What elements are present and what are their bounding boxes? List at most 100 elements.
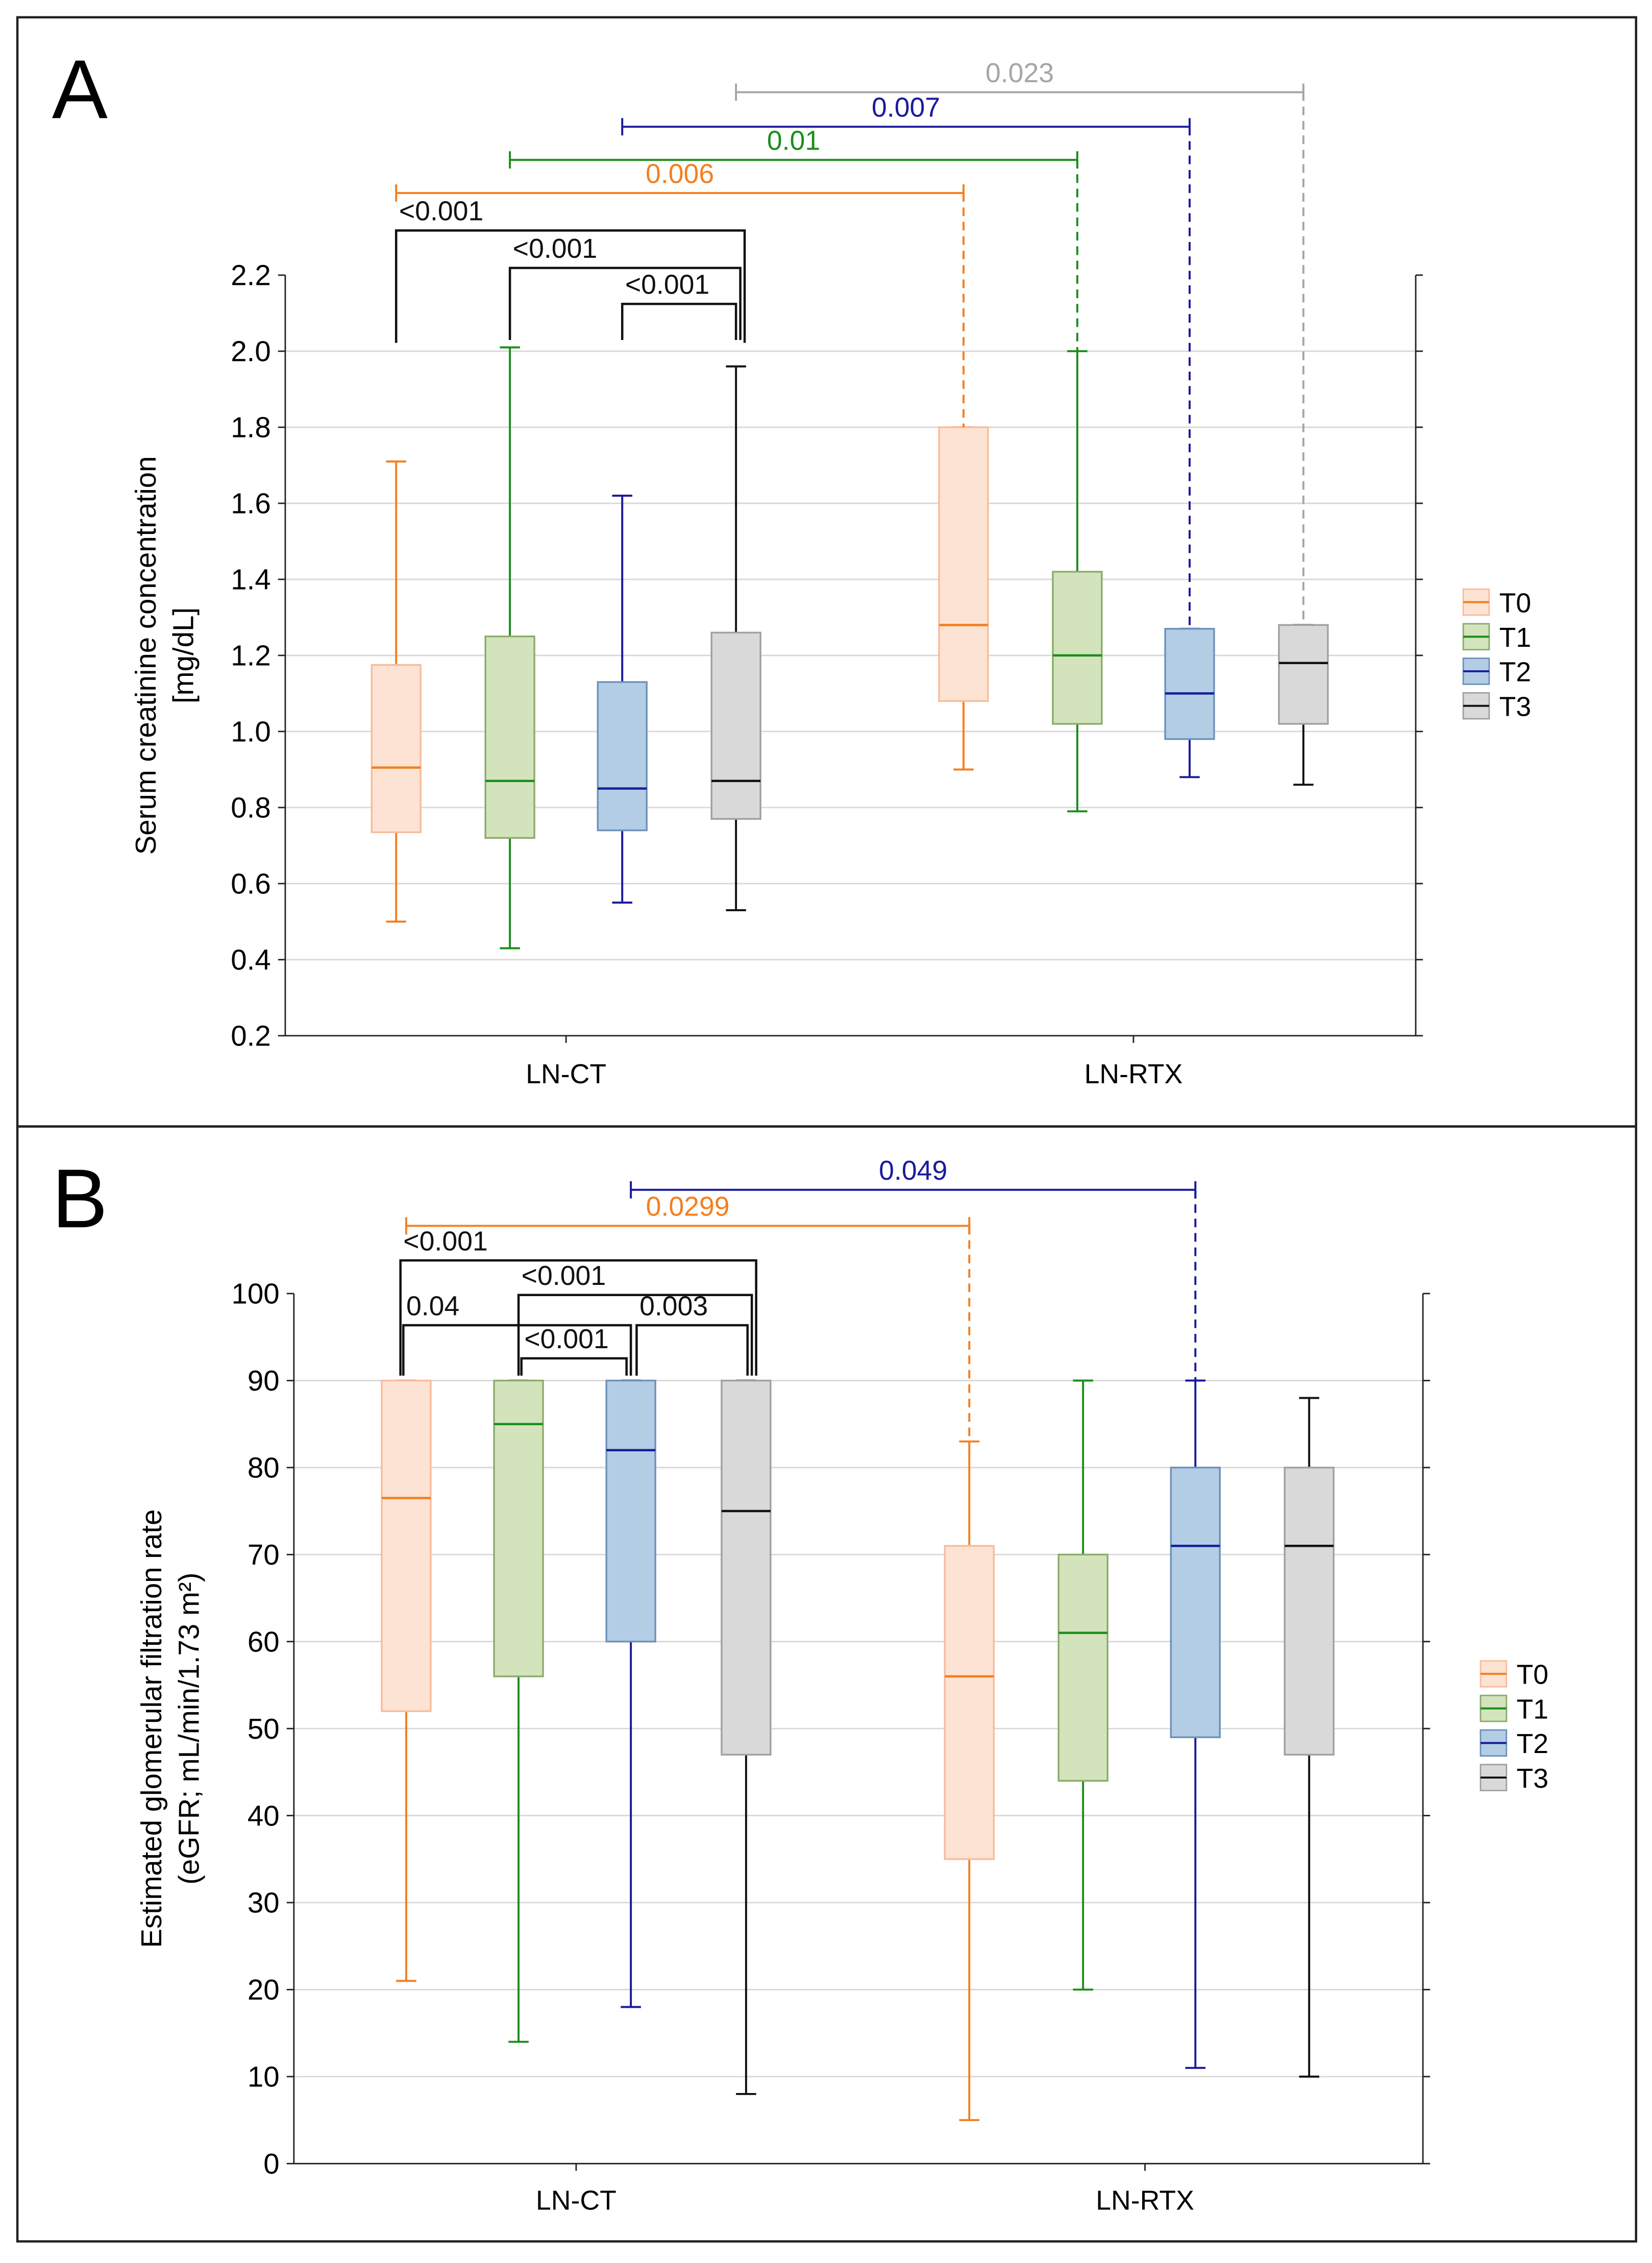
- box-iqr: [484, 635, 535, 839]
- y-tick-label: 60: [248, 1625, 280, 1658]
- significance-bracket: [635, 1324, 749, 1376]
- legend-label: T2: [1517, 1729, 1549, 1759]
- comparison-annotation: <0.001: [621, 270, 737, 340]
- legend-item-t2: T2: [1462, 657, 1532, 688]
- legend-label: T3: [1517, 1763, 1549, 1794]
- p-value-label: 0.003: [639, 1291, 708, 1321]
- p-value-label: <0.001: [524, 1324, 608, 1354]
- y-axis-label-units: (eGFR; mL/min/1.73 m²): [173, 1572, 205, 1884]
- box-iqr: [605, 1379, 656, 1643]
- legend-item-t3: T3: [1480, 1763, 1549, 1794]
- box-ln-ct-t1: [493, 1379, 544, 2043]
- box-iqr: [1278, 624, 1329, 725]
- box-ln-rtx-t1: [1057, 1379, 1108, 1991]
- box-ln-ct-t2: [605, 1379, 656, 2008]
- y-tick-label: 20: [248, 1974, 280, 2006]
- box-ln-ct-t0: [381, 1379, 432, 1982]
- y-tick-label: 0.6: [231, 868, 270, 900]
- legend-item-t0: T0: [1462, 588, 1532, 618]
- comparison-annotation: <0.001: [520, 1324, 628, 1376]
- comparison-annotation: <0.001: [508, 233, 742, 340]
- box-ln-rtx-t0: [944, 1440, 995, 2122]
- y-axis-label: Estimated glomerular filtration rate: [135, 1510, 167, 1948]
- significance-bracket: [520, 1357, 628, 1376]
- y-axis-label: Serum creatinine concentration: [130, 456, 162, 855]
- y-tick-label: 70: [248, 1539, 280, 1571]
- box-iqr: [1284, 1467, 1335, 1756]
- y-tick-label: 1.6: [231, 488, 270, 520]
- box-ln-rtx-t2: [1164, 627, 1215, 778]
- significance-bracket: [621, 303, 737, 340]
- significance-bracket: [394, 229, 746, 343]
- legend-label: T2: [1499, 657, 1532, 688]
- box-iqr: [710, 631, 761, 820]
- legend-item-t3: T3: [1462, 691, 1531, 722]
- y-tick-label: 90: [248, 1365, 280, 1397]
- legend-label: T0: [1499, 588, 1532, 618]
- box-iqr: [944, 1545, 995, 1860]
- box-ln-ct-t3: [710, 365, 761, 911]
- p-value-label: <0.001: [625, 270, 709, 300]
- legend-item-t0: T0: [1480, 1660, 1549, 1690]
- p-value-label: 0.04: [406, 1291, 459, 1321]
- p-value-label: <0.001: [403, 1226, 487, 1256]
- legend-item-t1: T1: [1480, 1694, 1548, 1724]
- comparison-annotation: 0.01: [509, 125, 1078, 351]
- p-value-label: 0.007: [872, 92, 940, 123]
- box-iqr: [493, 1379, 544, 1677]
- comparison-annotation: <0.001: [394, 196, 746, 343]
- y-tick-label: 50: [248, 1713, 280, 1745]
- box-iqr: [371, 664, 422, 833]
- box-ln-rtx-t3: [1284, 1397, 1335, 2078]
- comparison-annotation: 0.006: [395, 158, 965, 427]
- y-tick-label: 0.8: [231, 792, 270, 824]
- panel-label: A: [52, 42, 108, 136]
- box-iqr: [938, 426, 989, 702]
- box-ln-rtx-t3: [1278, 624, 1329, 786]
- x-tick-label: LN-RTX: [1096, 2185, 1194, 2216]
- p-value-label: 0.01: [767, 125, 820, 156]
- comparison-annotation: 0.007: [621, 92, 1191, 629]
- y-tick-label: 30: [248, 1887, 280, 1919]
- comparison-annotation: 0.0299: [405, 1191, 971, 1442]
- panel-label: B: [52, 1152, 108, 1245]
- y-tick-label: 0.4: [231, 944, 270, 976]
- y-tick-label: 10: [248, 2061, 280, 2093]
- box-ln-rtx-t0: [938, 426, 989, 771]
- p-value-label: 0.0299: [646, 1191, 730, 1222]
- legend-label: T1: [1499, 622, 1532, 653]
- p-value-label: <0.001: [522, 1260, 606, 1291]
- x-tick-label: LN-CT: [536, 2185, 617, 2216]
- y-tick-label: 0: [263, 2148, 279, 2180]
- box-ln-rtx-t2: [1170, 1379, 1221, 2069]
- box-ln-ct-t2: [597, 495, 648, 904]
- y-tick-label: 1.4: [231, 564, 270, 596]
- legend-item-t1: T1: [1462, 622, 1532, 653]
- legend-item-t2: T2: [1480, 1729, 1549, 1759]
- p-value-label: 0.023: [985, 58, 1054, 88]
- p-value-label: <0.001: [513, 233, 597, 264]
- p-value-label: 0.006: [646, 158, 714, 189]
- comparison-annotation: 0.023: [735, 58, 1304, 625]
- y-axis-label-units: [mg/dL]: [167, 607, 199, 703]
- box-ln-rtx-t1: [1052, 350, 1103, 813]
- panel-a: A 0.2 0.4 0.6 0.8 1.0 1.2 1.4 1.6 1.8 2.0 2.2 LN-CT L…: [16, 16, 1638, 1128]
- y-tick-label: 2.0: [231, 335, 270, 368]
- legend-label: T0: [1517, 1660, 1549, 1690]
- comparison-annotation: <0.001: [517, 1260, 753, 1376]
- x-tick-label: LN-RTX: [1084, 1059, 1183, 1089]
- y-tick-label: 0.2: [231, 1020, 270, 1052]
- box-iqr: [1164, 628, 1215, 740]
- significance-bracket: [399, 1259, 757, 1376]
- comparison-annotation: 0.003: [635, 1291, 749, 1376]
- y-tick-label: 100: [231, 1278, 279, 1310]
- y-tick-label: 2.2: [231, 259, 270, 291]
- panel-frame: [16, 1125, 1638, 2243]
- comparison-annotation: 0.049: [630, 1155, 1197, 1381]
- box-iqr: [1052, 571, 1103, 725]
- significance-bracket: [402, 1324, 632, 1376]
- y-tick-label: 1.8: [231, 411, 270, 444]
- box-iqr: [1057, 1553, 1108, 1782]
- box-iqr: [597, 681, 648, 832]
